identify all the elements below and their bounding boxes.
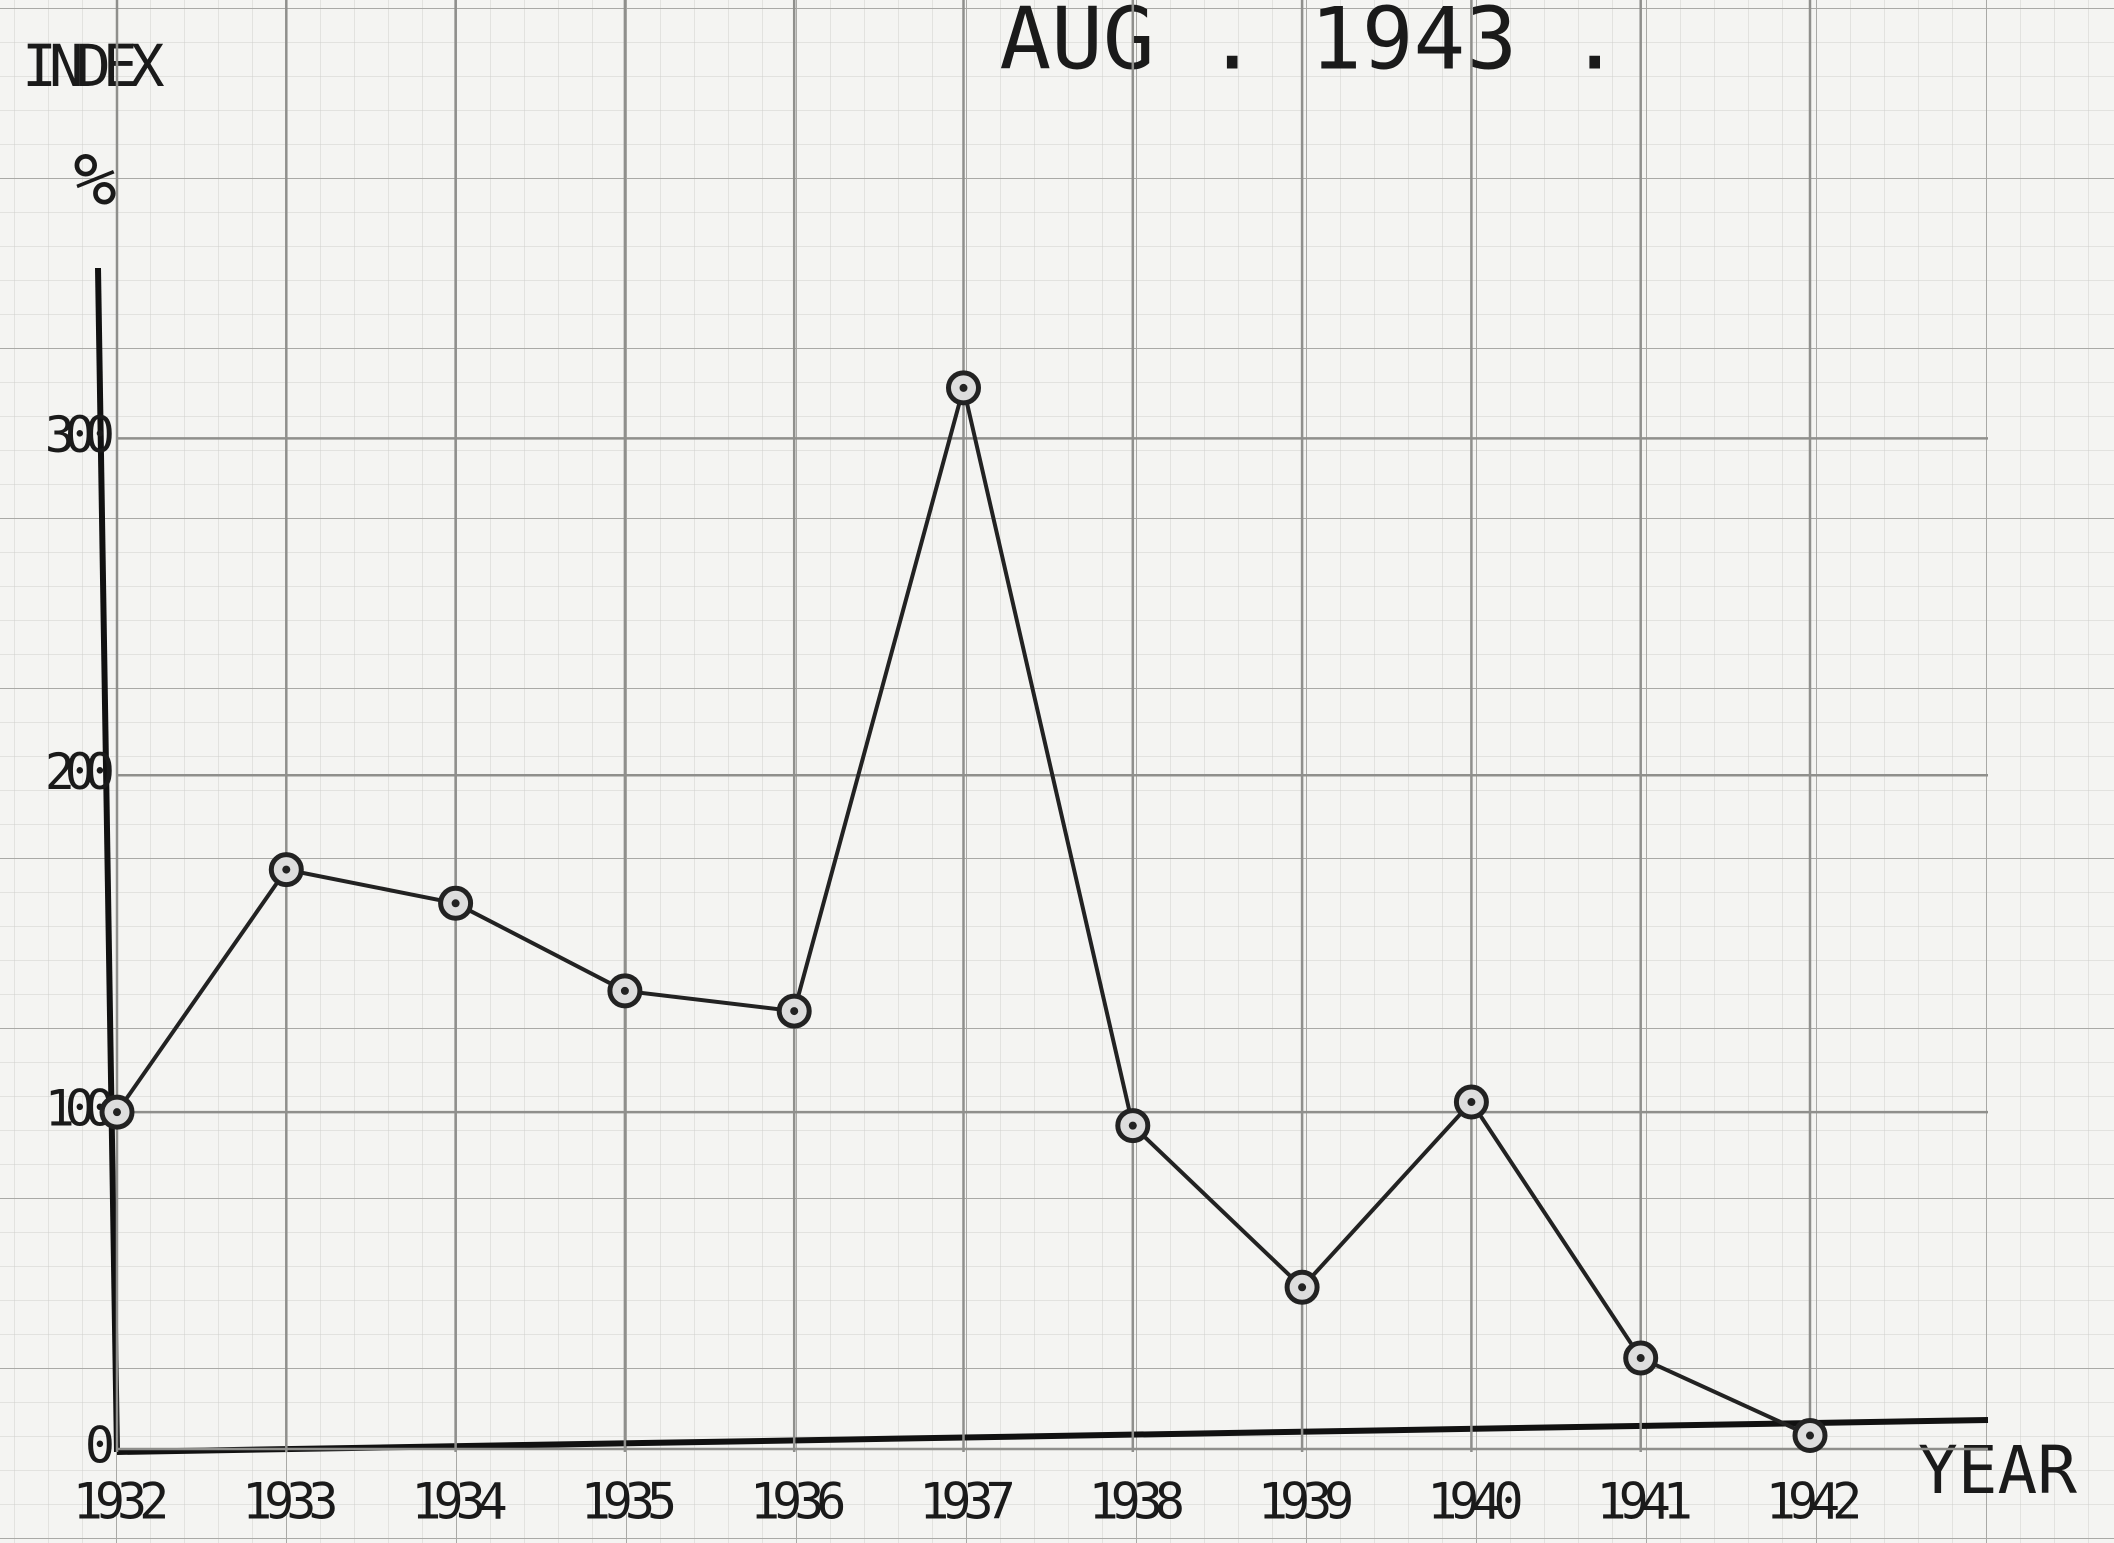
y-axis-unit: % (73, 138, 116, 222)
data-point-center (620, 986, 629, 995)
data-point-center (790, 1007, 799, 1016)
x-tick-label: 1940 (1427, 1473, 1520, 1531)
data-point-center (1128, 1121, 1137, 1130)
x-tick-label: 1941 (1596, 1473, 1689, 1531)
chart-title: AUG . 1943 . (999, 0, 1620, 89)
data-point-center (113, 1108, 121, 1117)
data-point-center (282, 865, 291, 874)
data-point-center (959, 383, 968, 392)
y-axis-label: INDEX (22, 32, 165, 100)
data-point-center (451, 899, 460, 908)
data-point-center (1636, 1354, 1645, 1363)
x-axis (116, 1417, 1989, 1455)
x-tick-label: 1932 (73, 1473, 165, 1531)
y-axis (95, 267, 120, 1453)
x-tick-label: 1942 (1766, 1473, 1858, 1531)
data-point-center (1806, 1431, 1814, 1440)
x-tick-label: 1939 (1258, 1473, 1351, 1531)
x-tick-label: 1933 (242, 1473, 335, 1531)
data-point-center (1298, 1283, 1307, 1292)
x-tick-label: 1938 (1089, 1473, 1182, 1531)
x-tick-label: 1937 (919, 1473, 1012, 1531)
data-point-center (1467, 1098, 1476, 1107)
x-tick-label: 1934 (411, 1473, 505, 1531)
x-tick-label: 1935 (581, 1473, 674, 1531)
x-tick-label: 1936 (750, 1473, 843, 1531)
x-axis-label: YEAR (1918, 1432, 2077, 1509)
y-tick-label: 300 (45, 406, 112, 464)
y-tick-label: 200 (45, 743, 112, 801)
